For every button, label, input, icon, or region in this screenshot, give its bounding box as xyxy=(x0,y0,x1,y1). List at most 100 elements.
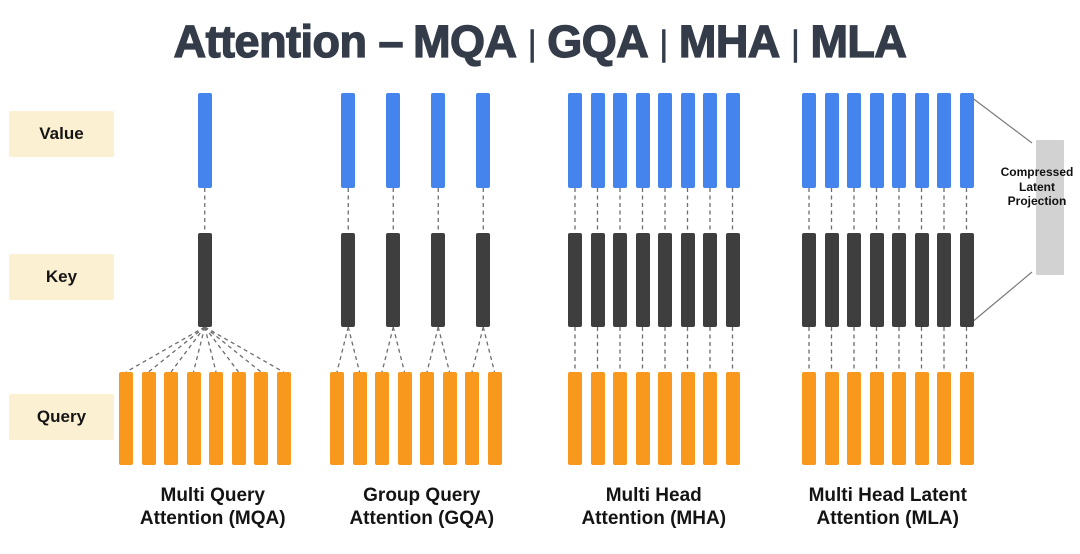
key-bar xyxy=(431,233,446,327)
key-bar xyxy=(824,233,839,327)
key-bar xyxy=(892,233,906,327)
value-bar xyxy=(892,93,906,188)
key-bar xyxy=(568,233,582,327)
caption-mha-line2: Attention (MHA) xyxy=(581,508,727,530)
key-query-connector xyxy=(125,326,206,373)
key-query-connector xyxy=(471,326,484,373)
value-bar xyxy=(568,93,582,188)
caption-mqa: Multi Query Attention (MQA) xyxy=(140,484,286,530)
latent-annotation-line-top xyxy=(970,96,1033,144)
key-query-connector xyxy=(148,326,206,373)
key-query-connector xyxy=(437,326,451,373)
key-bar xyxy=(914,233,929,327)
key-query-connector xyxy=(170,326,206,373)
query-bar xyxy=(703,372,717,465)
title-separator-icon: | xyxy=(527,24,537,64)
key-query-connector xyxy=(336,326,349,373)
value-bar xyxy=(824,93,839,188)
key-bar xyxy=(613,233,627,327)
value-bar xyxy=(613,93,627,188)
caption-mla-line1: Multi Head Latent xyxy=(808,485,967,506)
query-bar xyxy=(209,372,223,465)
query-bar xyxy=(352,372,367,465)
title-separator-icon: | xyxy=(790,24,801,64)
query-bar xyxy=(892,372,906,465)
query-bar xyxy=(847,372,861,465)
row-label-value: Value xyxy=(9,111,114,157)
query-bar xyxy=(164,372,178,465)
caption-mha: Multi Head Attention (MHA) xyxy=(581,484,726,530)
key-bar xyxy=(869,233,884,327)
key-query-connector xyxy=(347,326,361,373)
query-bar xyxy=(330,372,344,465)
query-bar xyxy=(141,372,156,465)
query-bar xyxy=(802,372,816,465)
query-bar xyxy=(420,372,434,465)
key-bar xyxy=(802,233,816,327)
key-query-connector xyxy=(204,326,284,373)
caption-gqa-line1: Group Query xyxy=(363,485,481,506)
key-query-connector xyxy=(381,326,394,373)
query-bar xyxy=(119,372,133,465)
caption-mla: Multi Head Latent Attention (MLA) xyxy=(809,484,967,530)
row-label-key: Key xyxy=(9,254,114,300)
key-query-connector xyxy=(426,326,439,373)
query-bar xyxy=(276,372,291,465)
title-prefix: Attention – xyxy=(173,15,404,67)
value-bar xyxy=(635,93,650,188)
query-bar xyxy=(914,372,929,465)
key-query-connector xyxy=(392,326,406,373)
value-bar xyxy=(869,93,884,188)
key-query-connector xyxy=(482,326,496,373)
value-bar xyxy=(197,93,212,188)
caption-mha-line1: Multi Head xyxy=(605,485,702,506)
title-acronym-mqa: MQA xyxy=(412,15,517,67)
value-bar xyxy=(703,93,717,188)
value-bar xyxy=(658,93,672,188)
latent-annotation-line-bottom xyxy=(970,271,1033,324)
compressed-latent-label: Compressed Latent Projection xyxy=(1000,165,1074,209)
page-title: Attention – MQA | GQA | MHA | MLA xyxy=(0,15,1080,68)
query-bar xyxy=(590,372,605,465)
query-bar xyxy=(959,372,974,465)
query-bar xyxy=(231,372,246,465)
value-bar xyxy=(341,93,356,188)
query-bar xyxy=(397,372,412,465)
title-acronym-mha: MHA xyxy=(678,15,781,67)
title-acronym-gqa: GQA xyxy=(547,15,650,67)
query-bar xyxy=(465,372,479,465)
value-bar xyxy=(937,93,951,188)
value-bar xyxy=(386,93,401,188)
query-bar xyxy=(613,372,627,465)
value-bar xyxy=(847,93,861,188)
row-label-query: Query xyxy=(9,394,114,440)
query-bar xyxy=(375,372,389,465)
query-bar xyxy=(568,372,582,465)
key-bar xyxy=(937,233,951,327)
key-query-connector xyxy=(204,326,217,373)
compressed-latent-box xyxy=(1036,140,1064,275)
query-bar xyxy=(254,372,268,465)
value-bar xyxy=(680,93,695,188)
key-query-connector xyxy=(204,326,262,373)
value-bar xyxy=(431,93,446,188)
query-bar xyxy=(725,372,740,465)
value-bar xyxy=(476,93,491,188)
key-bar xyxy=(476,233,491,327)
caption-gqa-line2: Attention (GQA) xyxy=(349,508,495,530)
row-label-value-text: Value xyxy=(39,124,84,143)
key-bar xyxy=(703,233,717,327)
title-separator-icon: | xyxy=(659,24,669,64)
key-bar xyxy=(341,233,356,327)
key-bar xyxy=(197,233,212,327)
title-acronym-mla: MLA xyxy=(810,15,908,67)
caption-gqa: Group Query Attention (GQA) xyxy=(349,484,494,530)
row-label-query-text: Query xyxy=(36,407,87,426)
query-bar xyxy=(824,372,839,465)
value-bar xyxy=(802,93,816,188)
caption-mqa-line2: Attention (MQA) xyxy=(139,508,286,530)
key-query-connector xyxy=(192,326,206,373)
query-bar xyxy=(442,372,457,465)
value-bar xyxy=(725,93,740,188)
